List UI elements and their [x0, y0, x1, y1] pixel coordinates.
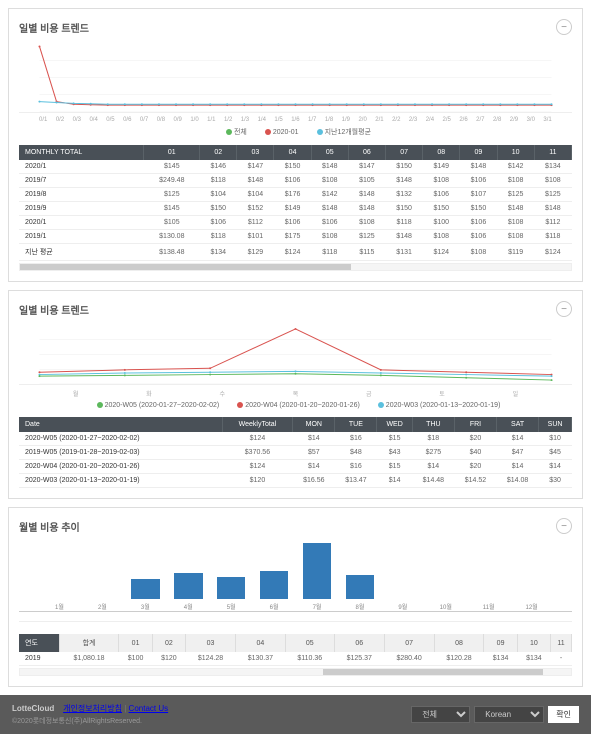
column-header: 04	[235, 634, 285, 652]
column-header: 11	[534, 145, 571, 160]
table-row: 2019/7$249.48$118$148$106$108$105$148$10…	[19, 174, 572, 188]
bar-chart: 1월2월3월4월5월6월7월8월9월10월11월12월	[19, 542, 572, 622]
table-row: 2020-W04 (2020-01-20~2020-01-26)$124$14$…	[19, 460, 572, 474]
bar-item: 10월	[425, 599, 466, 611]
panel-header: 일별 비용 트렌드 −	[19, 19, 572, 35]
column-header: 02	[152, 634, 185, 652]
column-header: 01	[119, 634, 152, 652]
column-header: SAT	[497, 417, 539, 432]
contact-link[interactable]: Contact Us	[129, 704, 169, 713]
column-header: THU	[412, 417, 454, 432]
collapse-button[interactable]: −	[556, 19, 572, 35]
column-header: WED	[377, 417, 412, 432]
column-header: 07	[384, 634, 434, 652]
table-row: 2019/9$145$150$152$149$148$148$150$150$1…	[19, 202, 572, 216]
filter-select[interactable]: 전체	[411, 706, 470, 723]
column-header: 11	[551, 634, 572, 652]
bar-item: 12월	[511, 599, 552, 611]
line-chart-1	[19, 43, 572, 113]
chart-legend: 2020-W05 (2020-01-27~2020-02-02)2020-W04…	[19, 402, 572, 409]
table-row: 2019/8$125$104$104$176$142$148$132$106$1…	[19, 188, 572, 202]
panel-header: 일별 비용 트렌드 −	[19, 301, 572, 317]
collapse-button[interactable]: −	[556, 301, 572, 317]
column-header: 연도	[19, 634, 59, 652]
bar-item: 6월	[254, 571, 295, 611]
page-footer: LotteCloud 개인정보처리방침 | Contact Us ©2020롯데…	[0, 695, 591, 734]
table-row: 2019$1,080.18$100$120$124.28$130.37$110.…	[19, 652, 572, 666]
monthly-total-table: MONTHLY TOTAL0102030405060708091011 2020…	[19, 145, 572, 261]
weekly-cost-panel: 일별 비용 트렌드 − 월화수목금토일 2020-W05 (2020-01-27…	[8, 290, 583, 499]
column-header: FRI	[454, 417, 496, 432]
column-header: 06	[334, 634, 384, 652]
bar-item: 11월	[468, 599, 509, 611]
column-header: 04	[274, 145, 311, 160]
panel-title: 일별 비용 트렌드	[19, 20, 89, 35]
table-row: 2020/1$105$106$112$106$106$108$118$100$1…	[19, 216, 572, 230]
column-header: 09	[484, 634, 517, 652]
bar-item: 7월	[297, 543, 338, 611]
column-header: SUN	[539, 417, 572, 432]
monthly-cost-panel: 월별 비용 추이 − 1월2월3월4월5월6월7월8월9월10월11월12월 연…	[8, 507, 583, 687]
column-header: 06	[348, 145, 385, 160]
daily-cost-trend-panel: 일별 비용 트렌드 − 0/10/20/30/40/50/60/70/80/91…	[8, 8, 583, 282]
column-header: 09	[460, 145, 497, 160]
bar-item: 8월	[339, 575, 380, 611]
table-row: 지난 평균$138.48$134$129$124$118$115$131$124…	[19, 244, 572, 261]
bar-item: 4월	[168, 573, 209, 611]
table-row: 2020-W03 (2020-01-13~2020-01-19)$120$16.…	[19, 474, 572, 488]
bar-item: 9월	[382, 599, 423, 611]
bar-item: 5월	[211, 577, 252, 611]
panel-header: 월별 비용 추이 −	[19, 518, 572, 534]
column-header: 07	[386, 145, 423, 160]
collapse-button[interactable]: −	[556, 518, 572, 534]
column-header: 01	[144, 145, 200, 160]
horizontal-scrollbar[interactable]	[19, 668, 572, 676]
column-header: WeeklyTotal	[222, 417, 293, 432]
table-row: 2020/1$145$146$147$150$148$147$150$149$1…	[19, 160, 572, 174]
column-header: 03	[186, 634, 236, 652]
line-chart-2	[19, 325, 572, 385]
column-header: 합계	[59, 634, 119, 652]
table-row: 2020-W05 (2020-01-27~2020-02-02)$124$14$…	[19, 432, 572, 446]
table-row: 2019-W05 (2019-01-28~2019-02-03)$370.56$…	[19, 446, 572, 460]
panel-title: 월별 비용 추이	[19, 519, 80, 534]
column-header: 10	[517, 634, 550, 652]
horizontal-scrollbar[interactable]	[19, 263, 572, 271]
yearly-table: 연도합계0102030405060708091011 2019$1,080.18…	[19, 634, 572, 666]
column-header: 02	[200, 145, 237, 160]
table-row: 2019/1$130.08$118$101$175$108$125$148$10…	[19, 230, 572, 244]
x-axis-labels: 월화수목금토일	[19, 389, 572, 398]
chart-legend: 전체2020-01지난12개월평균	[19, 127, 572, 137]
column-header: TUE	[335, 417, 377, 432]
panel-title: 일별 비용 트렌드	[19, 302, 89, 317]
column-header: 08	[434, 634, 484, 652]
column-header: 08	[423, 145, 460, 160]
language-select[interactable]: Korean	[474, 706, 544, 723]
bar-item: 1월	[39, 599, 80, 611]
column-header: Date	[19, 417, 222, 432]
column-header: 10	[497, 145, 534, 160]
column-header: 05	[285, 634, 334, 652]
column-header: MON	[293, 417, 335, 432]
weekly-table: DateWeeklyTotalMONTUEWEDTHUFRISATSUN 202…	[19, 417, 572, 488]
column-header: 03	[237, 145, 274, 160]
bar-item: 3월	[125, 579, 166, 611]
bar-item: 2월	[82, 599, 123, 611]
copyright: ©2020롯데정보통신(주)AllRightsReserved.	[12, 716, 168, 726]
privacy-link[interactable]: 개인정보처리방침	[63, 704, 122, 713]
column-header: MONTHLY TOTAL	[19, 145, 144, 160]
column-header: 05	[311, 145, 348, 160]
confirm-button[interactable]: 확인	[548, 706, 579, 723]
footer-brand: LotteCloud	[12, 704, 54, 713]
x-axis-labels: 0/10/20/30/40/50/60/70/80/91/01/11/21/31…	[19, 117, 572, 123]
